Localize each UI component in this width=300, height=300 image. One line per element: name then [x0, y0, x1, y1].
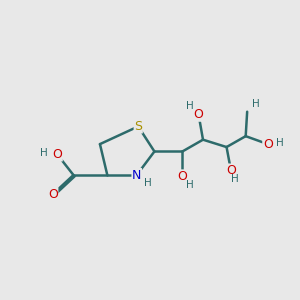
Text: O: O	[48, 188, 58, 201]
Text: H: H	[276, 138, 284, 148]
Text: H: H	[187, 101, 194, 111]
Text: S: S	[134, 120, 142, 133]
Text: H: H	[144, 178, 152, 188]
Text: O: O	[226, 164, 236, 177]
Text: O: O	[263, 138, 273, 151]
Text: O: O	[52, 148, 62, 161]
Text: O: O	[178, 170, 187, 183]
Text: H: H	[251, 99, 259, 110]
Text: H: H	[40, 148, 48, 158]
Text: H: H	[186, 180, 194, 190]
Text: H: H	[231, 174, 239, 184]
Text: N: N	[132, 169, 141, 182]
Text: O: O	[194, 108, 203, 121]
